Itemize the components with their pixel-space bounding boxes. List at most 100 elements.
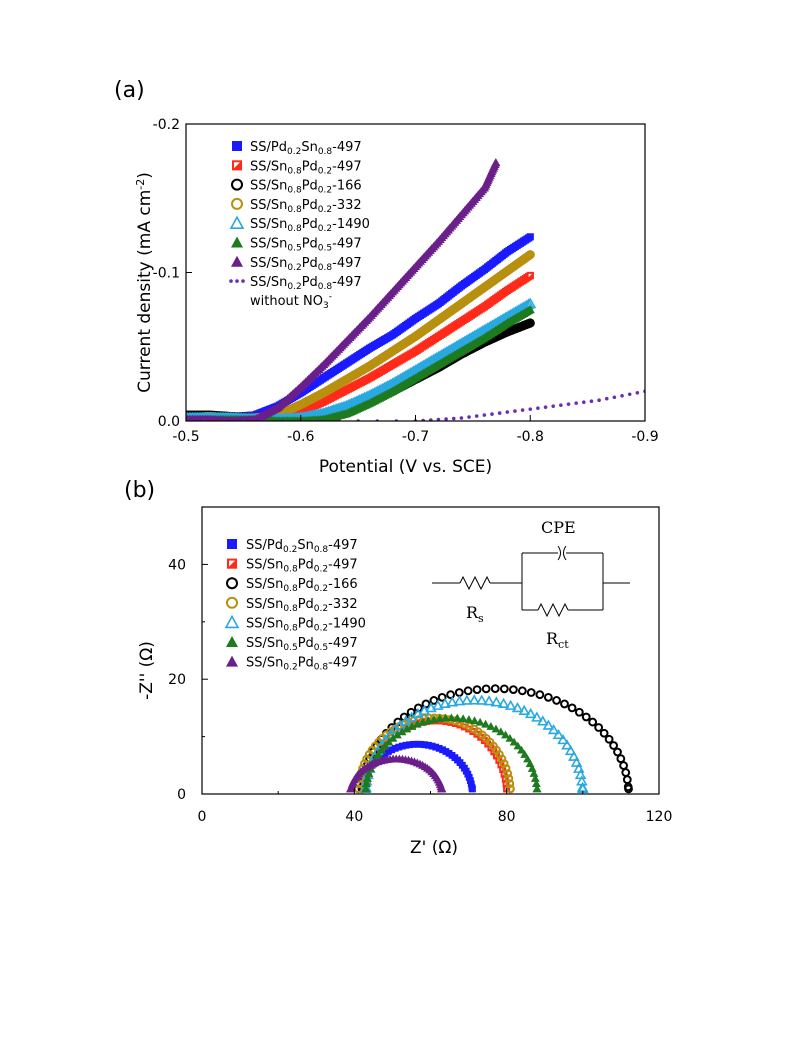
legend-marker (229, 215, 245, 229)
data-point (531, 711, 543, 722)
data-point (363, 774, 372, 782)
series-b-5 (361, 713, 542, 793)
data-point (520, 408, 525, 412)
data-point (470, 716, 479, 725)
data-point (574, 707, 584, 717)
data-point (410, 740, 417, 748)
data-point (513, 409, 517, 413)
data-point (531, 779, 541, 788)
cpe-label: CPE (541, 518, 576, 537)
data-point (505, 779, 515, 789)
data-point (509, 737, 519, 746)
x-tick-label-a: -0.6 (287, 429, 314, 445)
data-point (542, 719, 555, 730)
data-point (459, 416, 464, 420)
data-point (402, 741, 410, 749)
rct-resistor-icon (537, 602, 569, 618)
data-point (619, 761, 628, 770)
data-point (561, 739, 573, 750)
legend-label: SS/Sn0.8Pd0.2-166 (250, 179, 362, 196)
data-point (560, 699, 569, 709)
y-axis-label-b: -Z'' (Ω) (137, 641, 157, 700)
data-point (417, 740, 425, 748)
legend-label: SS/Sn0.5Pd0.5-497 (250, 237, 362, 254)
data-point (526, 688, 536, 697)
data-point (398, 742, 406, 750)
data-point (407, 722, 417, 730)
data-point (582, 400, 586, 404)
data-point (380, 741, 390, 750)
series-b-6 (346, 754, 447, 793)
data-point (491, 724, 501, 733)
x-tick-label-a: -0.8 (517, 429, 544, 445)
data-point (518, 704, 530, 716)
chart-b-nyquist: 0 40 80 120 0 20 40 Z' (Ω) -Z'' (Ω) SS/Pd0.2Sn0.8… (137, 506, 673, 858)
data-point (461, 694, 473, 705)
data-point (537, 715, 549, 726)
data-point (566, 402, 571, 406)
data-point (543, 692, 553, 702)
data-point (429, 418, 433, 421)
data-point-fill (526, 271, 534, 280)
equivalent-circuit-inset (432, 545, 630, 618)
data-point (486, 722, 496, 730)
data-point (568, 750, 580, 761)
data-point (552, 728, 565, 740)
legend-marker-fill (232, 160, 242, 171)
data-point (362, 779, 371, 788)
x-tick-label-b: 0 (198, 809, 207, 825)
data-point (504, 774, 514, 783)
data-point (435, 714, 445, 722)
data-point (441, 713, 450, 722)
data-point (597, 398, 601, 403)
data-point (508, 685, 518, 694)
data-point (564, 744, 577, 756)
data-point (557, 733, 569, 745)
x-tick-label-b: 120 (646, 809, 673, 825)
data-point (364, 769, 374, 777)
legend-marker (227, 539, 237, 549)
data-point (525, 305, 535, 314)
data-point (524, 707, 537, 719)
legend-marker (232, 141, 242, 151)
data-point (451, 416, 456, 421)
data-point (361, 784, 371, 793)
x-tick-label-b: 40 (345, 809, 363, 825)
data-point (525, 250, 535, 260)
data-point (594, 723, 604, 732)
series-a-5 (186, 305, 535, 421)
panel-a-label: (a) (114, 78, 145, 103)
data-point (432, 743, 440, 751)
data-point (536, 406, 540, 410)
data-point (481, 719, 490, 728)
data-point (528, 407, 533, 411)
rct-label: Rct (546, 629, 569, 651)
legend-label: SS/Sn0.5Pd0.5-497 (246, 636, 358, 653)
legend-label: SS/Sn0.2Pd0.8-497 (246, 656, 358, 673)
legend-marker (231, 178, 243, 191)
legend-label: SS/Sn0.8Pd0.2-1490 (246, 616, 366, 633)
data-point (402, 724, 412, 733)
data-point (491, 158, 501, 167)
legend-marker (226, 636, 238, 647)
legend-label: SS/Sn0.8Pd0.2-497 (246, 558, 358, 575)
data-point (453, 695, 466, 706)
panel-b-label: (b) (124, 478, 155, 503)
data-point (609, 741, 618, 750)
data-point (446, 690, 456, 700)
data-point (384, 728, 396, 740)
data-point (482, 413, 487, 417)
data-point (505, 733, 515, 742)
data-point (588, 717, 598, 727)
data-point (467, 415, 471, 419)
data-point (497, 411, 502, 415)
data-point (497, 697, 510, 708)
y-tick-label-b: 0 (177, 787, 186, 803)
chart-a-polarization: -0.5 -0.6 -0.7 -0.8 -0.9 0.0 -0.1 -0.2 Potential… (134, 117, 659, 477)
x-tick-label-a: -0.5 (172, 429, 199, 445)
data-point (425, 702, 437, 713)
legend-marker (235, 279, 239, 283)
legend-marker (231, 255, 243, 267)
plot-b-data (346, 684, 633, 794)
data-point (501, 730, 510, 739)
